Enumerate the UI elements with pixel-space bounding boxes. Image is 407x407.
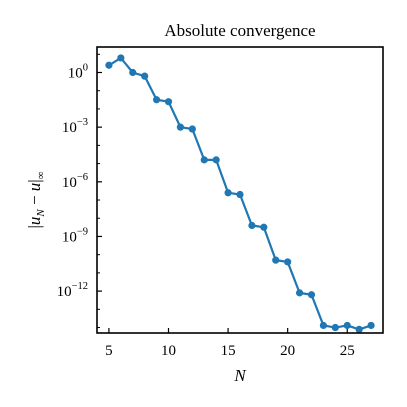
chart-title: Absolute convergence bbox=[164, 21, 315, 40]
y-tick-label: 100 bbox=[68, 63, 88, 82]
data-point bbox=[319, 321, 328, 330]
data-point bbox=[260, 223, 268, 231]
data-point bbox=[331, 323, 339, 332]
y-tick-label: 10−6 bbox=[62, 172, 88, 191]
data-point bbox=[176, 123, 185, 131]
y-axis-label: |uN − u|∞ bbox=[25, 171, 47, 228]
x-tick-label: 20 bbox=[280, 343, 295, 359]
data-point bbox=[129, 68, 137, 77]
data-point bbox=[152, 96, 161, 104]
data-point bbox=[224, 189, 232, 197]
data-point bbox=[200, 156, 208, 164]
data-point bbox=[272, 256, 280, 264]
data-point bbox=[105, 61, 113, 69]
data-point bbox=[284, 258, 292, 266]
data-point bbox=[141, 72, 149, 80]
x-tick-label: 15 bbox=[221, 343, 236, 359]
x-tick-label: 5 bbox=[105, 343, 113, 359]
plot-frame bbox=[96, 46, 384, 334]
svg-text:|uN − u|∞: |uN − u|∞ bbox=[25, 171, 47, 228]
data-point bbox=[355, 325, 363, 333]
ticks-layer: 5 10 15 20 25 100 10−3 10−6 10−9 10−12 bbox=[57, 53, 355, 359]
data-point bbox=[117, 54, 125, 62]
data-point bbox=[236, 190, 244, 199]
data-point bbox=[212, 156, 220, 164]
y-tick-label: 10−9 bbox=[62, 226, 88, 245]
y-tick-label: 10−3 bbox=[62, 117, 88, 136]
data-point bbox=[164, 98, 173, 106]
series-layer bbox=[105, 54, 375, 333]
data-point bbox=[307, 291, 316, 299]
data-point bbox=[248, 221, 256, 230]
x-axis-label: N bbox=[233, 366, 247, 385]
data-point bbox=[295, 289, 304, 297]
x-tick-label: 25 bbox=[340, 343, 355, 359]
y-tick-label: 10−12 bbox=[57, 281, 88, 300]
data-point bbox=[343, 321, 351, 330]
x-tick-label: 10 bbox=[161, 343, 176, 359]
data-point bbox=[367, 321, 375, 330]
data-point bbox=[188, 125, 196, 133]
